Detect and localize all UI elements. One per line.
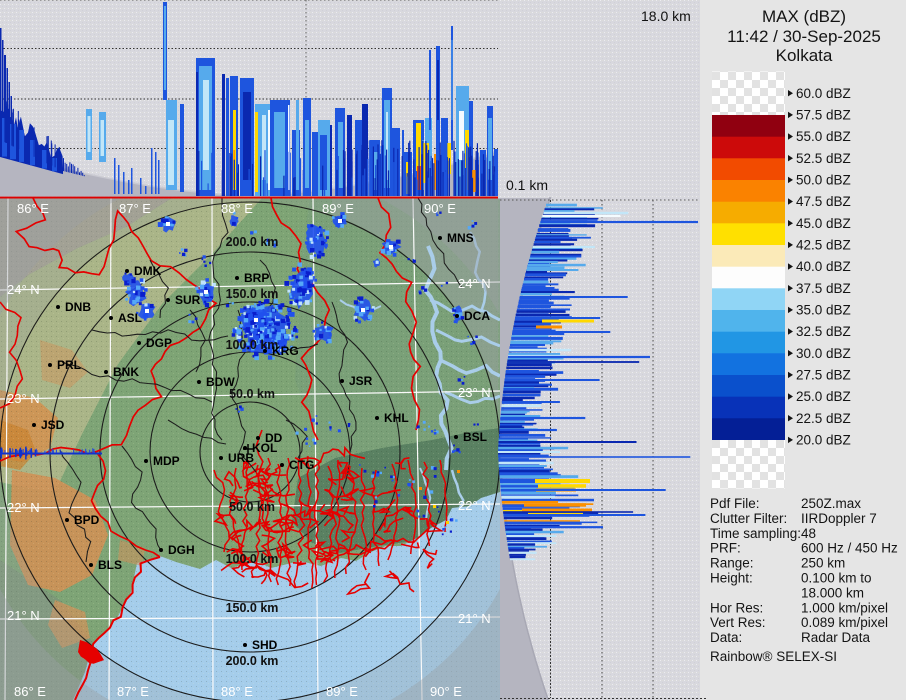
svg-text:32.5 dBZ: 32.5 dBZ <box>796 324 851 339</box>
svg-text:0.100 km to: 0.100 km to <box>801 571 872 586</box>
svg-text:22° N: 22° N <box>7 500 40 515</box>
svg-text:BPD: BPD <box>74 513 100 527</box>
svg-text:50.0 km: 50.0 km <box>229 387 275 401</box>
svg-text:30.0 dBZ: 30.0 dBZ <box>796 346 851 361</box>
svg-text:24° N: 24° N <box>458 276 491 291</box>
svg-text:PRF:: PRF: <box>710 541 741 556</box>
svg-text:50.0 km: 50.0 km <box>229 500 275 514</box>
svg-text:88° E: 88° E <box>221 201 253 216</box>
svg-text:KHL: KHL <box>384 411 409 425</box>
svg-text:Vert Res:: Vert Res: <box>710 615 766 630</box>
svg-text:DD: DD <box>265 431 283 445</box>
svg-text:0.1 km: 0.1 km <box>506 177 548 193</box>
svg-text:86° E: 86° E <box>17 201 49 216</box>
svg-text:100.0 km: 100.0 km <box>226 552 279 566</box>
svg-text:BDW: BDW <box>206 375 235 389</box>
svg-text:SHD: SHD <box>252 638 278 652</box>
svg-text:250Z.max: 250Z.max <box>801 496 861 511</box>
svg-text:23° N: 23° N <box>7 391 40 406</box>
svg-text:27.5 dBZ: 27.5 dBZ <box>796 368 851 383</box>
svg-text:ASL: ASL <box>118 311 142 325</box>
svg-text:40.0 dBZ: 40.0 dBZ <box>796 259 851 274</box>
svg-text:Data:: Data: <box>710 630 742 645</box>
svg-text:DMK: DMK <box>134 264 162 278</box>
svg-text:Time sampling:48: Time sampling:48 <box>710 526 816 541</box>
svg-text:SUR: SUR <box>175 293 201 307</box>
svg-text:21° N: 21° N <box>7 608 40 623</box>
svg-text:150.0 km: 150.0 km <box>226 287 279 301</box>
svg-text:1.000 km/pixel: 1.000 km/pixel <box>801 600 888 615</box>
svg-text:Pdf File:: Pdf File: <box>710 496 760 511</box>
svg-text:47.5 dBZ: 47.5 dBZ <box>796 194 851 209</box>
svg-text:DCA: DCA <box>464 309 490 323</box>
svg-text:IIRDoppler 7: IIRDoppler 7 <box>801 511 877 526</box>
svg-text:89° E: 89° E <box>326 684 358 699</box>
svg-text:KOL: KOL <box>252 441 277 455</box>
svg-text:DNB: DNB <box>65 300 91 314</box>
svg-text:37.5 dBZ: 37.5 dBZ <box>796 281 851 296</box>
svg-text:KRG: KRG <box>272 344 299 358</box>
svg-text:BLS: BLS <box>98 558 122 572</box>
svg-text:DGP: DGP <box>146 336 172 350</box>
svg-text:BSL: BSL <box>463 430 487 444</box>
svg-text:DGH: DGH <box>168 543 195 557</box>
svg-text:87° E: 87° E <box>117 684 149 699</box>
svg-text:600 Hz / 450 Hz: 600 Hz / 450 Hz <box>801 541 898 556</box>
svg-text:CTG: CTG <box>289 458 314 472</box>
svg-text:200.0 km: 200.0 km <box>226 654 279 668</box>
svg-text:88° E: 88° E <box>221 684 253 699</box>
svg-text:BRP: BRP <box>244 271 269 285</box>
svg-text:55.0 dBZ: 55.0 dBZ <box>796 129 851 144</box>
svg-text:24° N: 24° N <box>7 282 40 297</box>
svg-text:150.0 km: 150.0 km <box>226 601 279 615</box>
svg-text:0.089 km/pixel: 0.089 km/pixel <box>801 615 888 630</box>
svg-text:60.0 dBZ: 60.0 dBZ <box>796 86 851 101</box>
svg-text:Range:: Range: <box>710 556 754 571</box>
svg-text:Rainbow® SELEX-SI: Rainbow® SELEX-SI <box>710 649 837 664</box>
svg-text:86° E: 86° E <box>14 684 46 699</box>
svg-text:20.0 dBZ: 20.0 dBZ <box>796 433 851 448</box>
svg-text:23° N: 23° N <box>458 385 491 400</box>
svg-text:Hor Res:: Hor Res: <box>710 600 763 615</box>
svg-text:50.0 dBZ: 50.0 dBZ <box>796 173 851 188</box>
svg-text:PRL: PRL <box>57 358 81 372</box>
svg-text:18.0 km: 18.0 km <box>641 8 691 24</box>
svg-text:21° N: 21° N <box>458 611 491 626</box>
svg-text:18.000 km: 18.000 km <box>801 585 864 600</box>
svg-text:57.5 dBZ: 57.5 dBZ <box>796 108 851 123</box>
svg-text:89° E: 89° E <box>322 201 354 216</box>
svg-text:Height:: Height: <box>710 571 753 586</box>
svg-text:MAX (dBZ): MAX (dBZ) <box>762 7 846 26</box>
svg-text:MNS: MNS <box>447 231 474 245</box>
svg-text:BNK: BNK <box>113 365 139 379</box>
svg-text:90° E: 90° E <box>430 684 462 699</box>
svg-text:45.0 dBZ: 45.0 dBZ <box>796 216 851 231</box>
svg-text:250 km: 250 km <box>801 556 845 571</box>
svg-text:Kolkata: Kolkata <box>776 46 833 65</box>
svg-text:Radar Data: Radar Data <box>801 630 871 645</box>
svg-text:52.5 dBZ: 52.5 dBZ <box>796 151 851 166</box>
svg-text:42.5 dBZ: 42.5 dBZ <box>796 238 851 253</box>
svg-text:35.0 dBZ: 35.0 dBZ <box>796 303 851 318</box>
svg-text:MDP: MDP <box>153 454 180 468</box>
svg-text:90° E: 90° E <box>424 201 456 216</box>
svg-text:200.0 km: 200.0 km <box>226 235 279 249</box>
svg-text:URB: URB <box>228 451 254 465</box>
svg-text:JSD: JSD <box>41 418 65 432</box>
svg-text:Clutter Filter:: Clutter Filter: <box>710 511 787 526</box>
svg-text:100.0 km: 100.0 km <box>226 338 279 352</box>
svg-text:87° E: 87° E <box>119 201 151 216</box>
svg-text:25.0 dBZ: 25.0 dBZ <box>796 389 851 404</box>
svg-text:11:42 / 30-Sep-2025: 11:42 / 30-Sep-2025 <box>727 27 881 46</box>
svg-text:22.5 dBZ: 22.5 dBZ <box>796 411 851 426</box>
svg-text:JSR: JSR <box>349 374 373 388</box>
svg-text:22° N: 22° N <box>458 498 491 513</box>
